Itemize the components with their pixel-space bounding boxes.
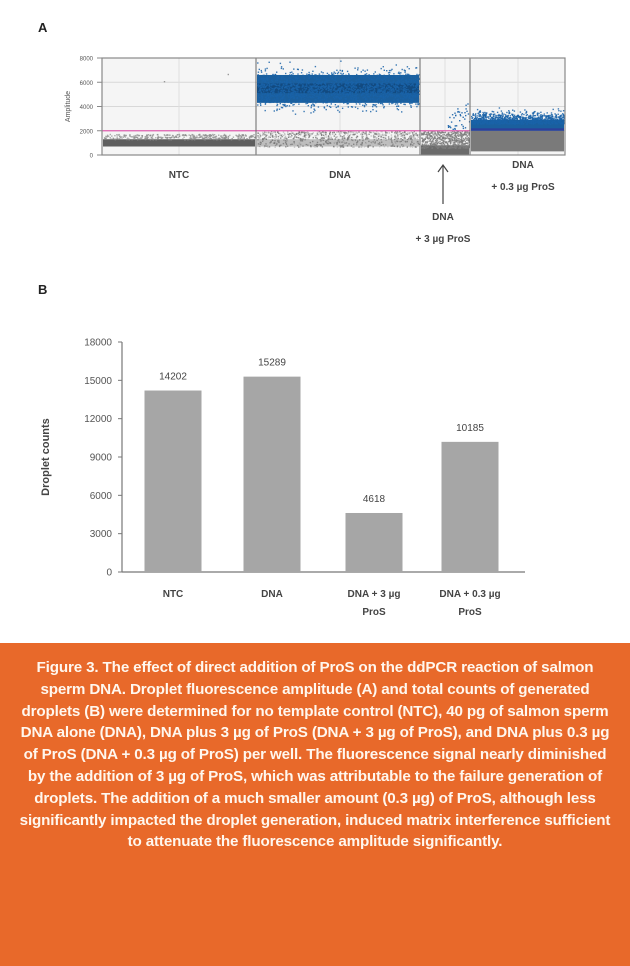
well-label-dna-3ug: DNA [432,212,454,223]
figure-caption: Figure 3. The effect of direct addition … [0,643,630,966]
well-label-dna-03ug: DNA [512,160,534,171]
droplet-points [103,60,566,155]
well-label-dna: DNA [329,170,351,181]
y-tick-label: 12000 [84,414,112,425]
y-tick-label: 0 [106,568,112,579]
y-axis-label: Droplet counts [40,418,52,496]
well-label-dna-03ug-line2: + 0.3 µg ProS [491,182,555,193]
bar [243,376,301,572]
panel-b-bar-chart: 0 3000 6000 9000 12000 15000 18000 Droplet coun… [0,280,630,630]
bar [441,441,499,572]
y-tick-label: 9000 [90,453,113,464]
well-label-ntc: NTC [169,170,190,181]
y-tick-label: 3000 [90,529,113,540]
y-tick-label: 6000 [80,81,94,87]
y-tick-label: 6000 [90,491,113,502]
panel-a-label: A [38,20,48,35]
x-category-label: ProS [458,607,482,618]
bar-value-label: 4618 [363,494,386,505]
panel-a-scatter-chart: 0 2000 4000 6000 8000 Amplitude NTC DNA DNA + 3 µ… [0,0,630,260]
x-category-label: NTC [163,589,184,600]
arrow-head-icon [437,163,449,173]
y-tick-label: 15000 [84,376,112,387]
bar-value-label: 14202 [159,372,187,383]
y-tick-label: 4000 [80,105,94,111]
bar [345,512,403,572]
x-category-label: DNA + 0.3 µg [439,589,500,600]
y-axis-label: Amplitude [65,91,72,122]
y-tick-label: 0 [90,154,94,160]
bar [144,390,202,572]
bar-value-label: 15289 [258,358,286,369]
x-category-label: ProS [362,607,386,618]
well-label-dna-3ug-line2: + 3 µg ProS [416,234,471,245]
plot-frame [101,57,566,156]
x-category-label: DNA [261,589,283,600]
y-tick-label: 18000 [84,338,112,349]
bar-value-label: 10185 [456,423,484,434]
caption-text: Figure 3. The effect of direct addition … [19,659,611,851]
y-tick-label: 8000 [80,57,94,63]
panel-b-label: B [38,282,48,297]
x-category-label: DNA + 3 µg [348,589,401,600]
y-tick-label: 2000 [80,129,94,135]
